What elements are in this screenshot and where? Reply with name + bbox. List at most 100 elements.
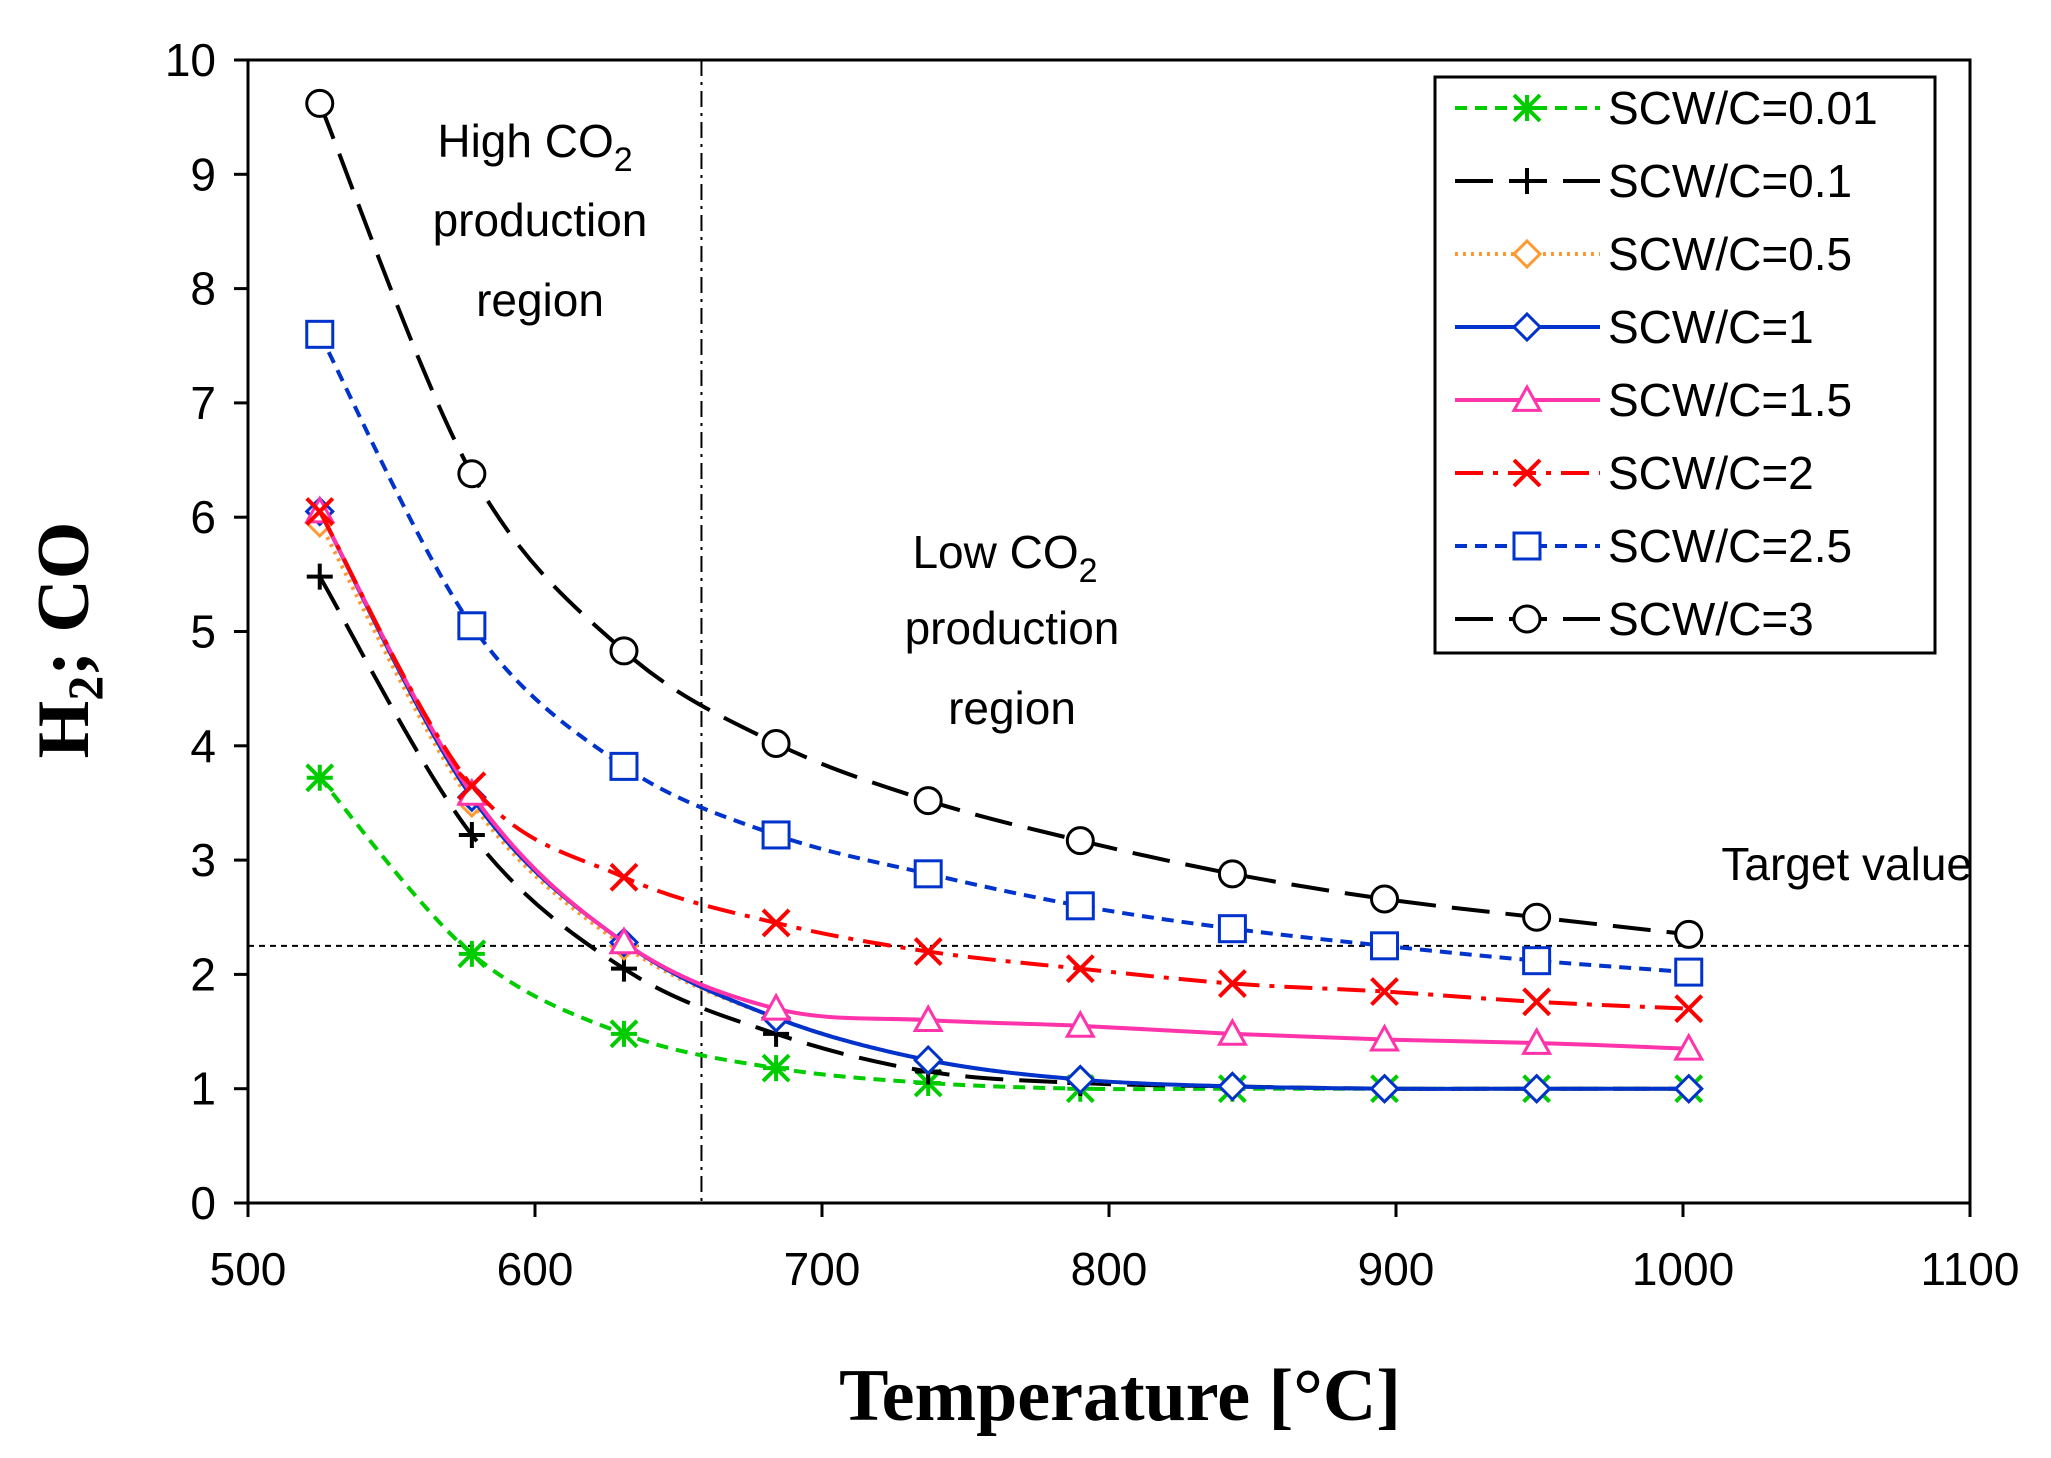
data-point <box>1370 884 1400 914</box>
high-region-label-line3: region <box>476 274 604 326</box>
data-point <box>912 1004 944 1033</box>
legend-label: SCW/C=0.1 <box>1608 155 1852 207</box>
legend-marker <box>1512 458 1542 488</box>
legend-item: SCW/C=3 <box>1455 593 1814 645</box>
data-point <box>457 611 487 641</box>
x-axis-title: Temperature [°C] <box>839 1355 1401 1437</box>
legend-marker <box>1511 238 1543 270</box>
data-point <box>1674 919 1704 949</box>
data-point <box>305 497 335 526</box>
data-point <box>1064 1009 1096 1038</box>
legend-item: SCW/C=2.5 <box>1455 520 1852 572</box>
data-point <box>1370 977 1399 1006</box>
data-point <box>305 763 335 793</box>
data-point <box>457 939 487 969</box>
legend-marker <box>1514 168 1540 194</box>
tick-marks <box>234 58 1972 1217</box>
data-point <box>761 729 791 759</box>
legend-item: SCW/C=1.5 <box>1455 374 1852 426</box>
data-point <box>1522 987 1552 1017</box>
legend-marker <box>1511 383 1543 412</box>
data-point <box>1217 1071 1248 1102</box>
data-point <box>305 319 335 349</box>
data-point <box>1217 969 1247 998</box>
data-point <box>609 862 639 892</box>
data-point <box>1673 1032 1705 1061</box>
y-tick-label: 6 <box>190 491 216 543</box>
data-point <box>1673 1073 1704 1104</box>
series <box>304 88 1705 1104</box>
data-point <box>761 908 791 938</box>
legend-marker <box>1512 93 1542 123</box>
data-point <box>1065 891 1095 921</box>
x-tick-label: 1000 <box>1632 1243 1734 1295</box>
y-tick-label: 3 <box>190 834 216 886</box>
y-tick-label: 9 <box>190 148 216 200</box>
y-tick-label: 10 <box>165 34 216 86</box>
x-tick-label: 1100 <box>1921 1243 2020 1295</box>
data-point <box>760 992 792 1021</box>
legend-label: SCW/C=2 <box>1608 447 1814 499</box>
y-tick-label: 0 <box>190 1177 216 1229</box>
legend-item: SCW/C=1 <box>1455 301 1814 353</box>
data-point <box>1217 859 1247 889</box>
y-tick-label: 5 <box>190 606 216 658</box>
series-line <box>318 776 1689 1092</box>
data-point <box>458 821 485 848</box>
legend-label: SCW/C=3 <box>1608 593 1814 645</box>
x-tick-label: 500 <box>210 1243 287 1295</box>
data-point <box>609 1019 639 1049</box>
data-point <box>1522 902 1552 932</box>
high-region-label-line2: production <box>433 194 648 246</box>
data-point <box>913 859 943 889</box>
x-tick-labels: 500 600 700 800 900 1000 1100 <box>210 1243 2020 1295</box>
series-line <box>317 510 1689 1091</box>
legend-marker <box>1511 311 1543 343</box>
series-line <box>318 575 1689 1091</box>
y-tick-labels: 0 1 2 3 4 5 6 7 8 9 10 <box>165 34 216 1229</box>
legend-marker <box>1512 604 1542 634</box>
series-line <box>318 510 1689 1011</box>
data-point <box>761 820 791 850</box>
y-tick-label: 1 <box>190 1063 216 1115</box>
data-point <box>1216 1017 1248 1046</box>
series-scw-c-2 <box>305 497 1704 1024</box>
data-point <box>306 563 333 590</box>
legend-item: SCW/C=0.1 <box>1455 155 1852 207</box>
data-point <box>1521 1073 1552 1104</box>
data-point <box>1521 1026 1553 1055</box>
y-tick-label: 2 <box>190 948 216 1000</box>
data-point <box>608 926 640 955</box>
data-point <box>1370 931 1400 961</box>
y-tick-label: 4 <box>190 720 216 772</box>
x-tick-label: 800 <box>1071 1243 1148 1295</box>
data-point <box>1065 1064 1096 1095</box>
x-tick-label: 700 <box>784 1243 861 1295</box>
data-point <box>1368 1023 1401 1052</box>
legend-item: SCW/C=0.01 <box>1455 82 1878 134</box>
data-point <box>609 751 639 781</box>
legend-label: SCW/C=0.01 <box>1608 82 1878 134</box>
data-point <box>457 459 487 489</box>
y-axis-title: H2; CO <box>23 522 113 759</box>
data-point <box>1217 914 1247 944</box>
series-scw-c-2-5 <box>305 319 1704 987</box>
series-line <box>317 510 1689 1051</box>
target-value-label: Target value <box>1721 838 1972 890</box>
high-region-label-line1: High CO2 <box>437 115 632 179</box>
data-point <box>457 771 487 801</box>
data-point <box>913 1045 944 1076</box>
data-point <box>1674 994 1704 1024</box>
data-point <box>1065 954 1095 984</box>
series-line <box>317 333 1689 975</box>
y-tick-label: 7 <box>190 377 216 429</box>
low-region-label-line1: Low CO2 <box>912 526 1097 590</box>
data-point <box>913 937 943 966</box>
legend-marker <box>1512 531 1542 561</box>
legend-label: SCW/C=1.5 <box>1608 374 1852 426</box>
legend: SCW/C=0.01 SCW/C=0.1 SCW/C=0.5 SCW/C=1 SCW/C… <box>1433 75 1937 655</box>
x-tick-label: 900 <box>1358 1243 1435 1295</box>
legend-label: SCW/C=1 <box>1608 301 1814 353</box>
x-tick-label: 600 <box>497 1243 574 1295</box>
